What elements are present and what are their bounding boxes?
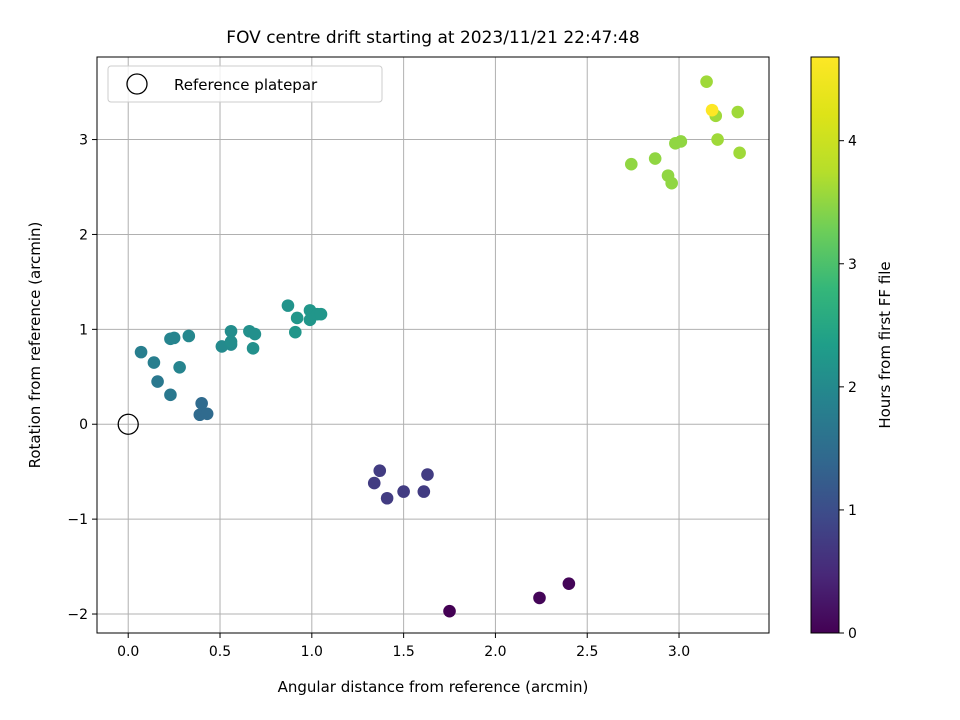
y-axis-ticks: −2 −1 0 1 2 3 [67,133,97,623]
grid [97,57,769,633]
data-point [373,464,387,478]
data-point [674,135,688,148]
data-point [246,342,260,355]
colorbar-tick-label: 4 [848,134,857,150]
x-tick-label: 1.0 [301,644,323,660]
data-point [164,388,177,402]
data-point [134,345,148,359]
legend-marker-open-circle [126,73,148,95]
colorbar-tick-label: 2 [848,380,857,396]
data-point [562,577,576,590]
legend-box [107,65,383,103]
chart-title: FOV centre drift starting at 2023/11/21 … [226,28,639,48]
y-tick-label: −1 [67,512,88,528]
y-tick-label: 2 [79,227,88,243]
x-tick-label: 2.0 [484,644,506,660]
y-tick-label: −2 [67,607,88,623]
data-point [443,604,456,618]
data-point [248,327,262,341]
y-tick-label: 0 [79,417,88,433]
x-axis-ticks: 0.0 0.5 1.0 1.5 2.0 2.5 3.0 [117,633,690,660]
x-tick-label: 3.0 [668,644,690,660]
data-point [224,335,238,348]
colorbar-tick-label: 1 [848,503,857,519]
data-point [224,324,238,338]
data-point [167,331,181,345]
data-point [397,485,410,498]
data-point [182,329,196,343]
data-point [624,157,638,171]
legend-entry-label: Reference platepar [174,76,318,94]
data-point [195,397,208,410]
data-point [648,152,662,165]
data-point [733,146,746,160]
x-axis-label: Angular distance from reference (arcmin) [278,678,589,696]
x-tick-label: 1.5 [392,644,414,660]
x-tick-label: 0.0 [117,644,139,660]
data-point [173,360,186,374]
legend: Reference platepar [107,65,383,103]
y-tick-label: 3 [79,133,88,149]
data-point [380,491,394,505]
data-point [288,325,302,339]
x-tick-label: 2.5 [576,644,598,660]
data-point [290,311,304,325]
data-point [200,407,214,421]
colorbar-tick-label: 0 [848,626,857,642]
data-point [711,133,724,146]
data-point [731,105,745,119]
data-point [705,103,719,117]
plot-frame [96,56,770,634]
data-point [281,299,295,312]
colorbar-ticks: 0 1 2 3 4 [839,134,857,642]
colorbar [810,56,840,634]
y-axis-label: Rotation from reference (arcmin) [26,222,44,469]
reference-platepar-marker [117,413,139,435]
data-point [151,375,164,388]
colorbar-tick-label: 3 [848,257,857,273]
data-point [367,476,381,490]
data-point [147,356,161,369]
data-point [421,468,434,481]
y-tick-label: 1 [79,322,88,338]
x-tick-label: 0.5 [209,644,231,660]
data-point [533,591,546,605]
colorbar-label: Hours from first FF file [876,261,894,428]
data-point [700,75,713,88]
data-points [117,75,746,618]
data-point [665,176,678,190]
data-point [314,307,328,321]
data-point [417,485,431,498]
